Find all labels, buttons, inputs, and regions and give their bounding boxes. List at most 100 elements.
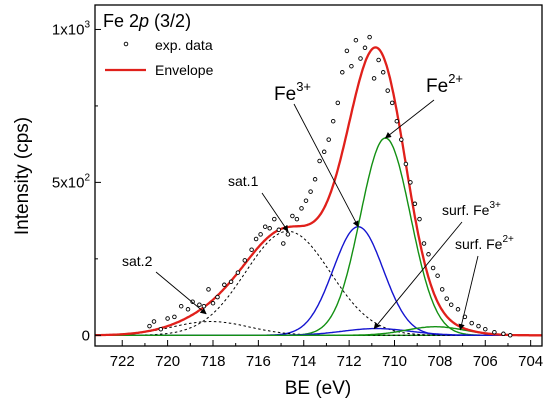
exp-data-point: [380, 70, 386, 75]
exp-data-point: [371, 76, 377, 81]
exp-data-points: [147, 34, 513, 338]
exp-data-point: [312, 177, 318, 182]
exp-data-point: [344, 48, 350, 54]
exp-data-point: [507, 333, 513, 338]
exp-data-point: [185, 307, 191, 312]
y-tick-label: 5x102: [52, 172, 91, 191]
exp-data-point: [299, 206, 304, 211]
exp-data-point: [294, 216, 300, 222]
exp-data-point: [403, 161, 409, 167]
y-axis-ticks: 0 5x102 1x103: [52, 19, 101, 344]
exp-data-point: [444, 296, 449, 301]
exp-data-point: [253, 236, 259, 242]
y-tick-label: 0: [82, 327, 90, 344]
exp-data-point: [362, 45, 368, 51]
label-sat2: sat.2: [122, 253, 153, 269]
exp-data-point: [435, 273, 440, 278]
exp-data-point: [394, 118, 400, 124]
exp-data-point: [197, 302, 202, 307]
label-surf-fe2: surf. Fe2+: [455, 234, 514, 252]
x-tick-label: 704: [518, 353, 543, 370]
label-surf-fe3: surf. Fe3+: [442, 200, 501, 218]
plot-frame: [94, 4, 543, 347]
exp-data-point: [190, 299, 195, 304]
exp-data-point: [165, 316, 170, 321]
exp-data-point: [267, 226, 272, 231]
exp-data-point: [492, 329, 497, 335]
exp-data-point: [206, 287, 211, 292]
exp-data-point: [367, 34, 372, 40]
exp-data-point: [476, 323, 481, 329]
exp-data-point: [158, 326, 164, 332]
exp-data-point: [222, 282, 227, 288]
x-axis-label: BE (eV): [285, 378, 352, 399]
label-fe2-peak: Fe2+: [426, 71, 463, 97]
exp-data-point: [376, 57, 381, 63]
annotation-arrow: [373, 221, 463, 330]
exp-data-point: [412, 201, 418, 207]
exp-data-point: [317, 158, 322, 164]
exp-data-point: [290, 213, 295, 219]
legend: exp. data Envelope: [105, 37, 214, 78]
exp-data-point: [249, 247, 254, 252]
label-fe3-peak: Fe3+: [274, 79, 311, 105]
x-tick-label: 714: [291, 353, 316, 370]
exp-data-point: [417, 216, 422, 222]
exp-data-point: [353, 37, 359, 43]
exp-data-point: [242, 258, 248, 263]
exp-data-point: [272, 216, 277, 222]
exp-data-point: [455, 307, 461, 312]
annotation-arrow: [155, 271, 207, 315]
exp-data-point: [210, 300, 216, 306]
exp-data-point: [426, 252, 431, 257]
x-tick-label: 708: [427, 353, 452, 370]
exp-data-point: [151, 319, 157, 324]
x-tick-label: 720: [155, 353, 180, 370]
exp-data-point: [235, 270, 241, 275]
exp-data-point: [215, 294, 220, 300]
x-tick-label: 722: [110, 353, 135, 370]
exp-data-point: [421, 241, 427, 246]
exp-data-point: [172, 314, 177, 320]
legend-marker-exp-data: [123, 41, 129, 47]
x-tick-label: 718: [200, 353, 225, 370]
exp-data-point: [469, 320, 474, 326]
envelope-line: [95, 46, 542, 337]
fit-curves: [95, 46, 542, 337]
annotation-arrow: [261, 192, 289, 232]
exp-data-point: [281, 241, 286, 246]
y-tick-label: 1x103: [52, 19, 91, 38]
exp-data-point: [340, 70, 345, 75]
annotation-arrow: [384, 99, 435, 139]
annotation-labels: Fe3+ Fe2+ sat.1 sat.2 surf. Fe3+ surf. F…: [122, 71, 514, 269]
legend-label-envelope: Envelope: [155, 62, 214, 78]
exp-data-point: [349, 63, 354, 69]
exp-data-point: [262, 224, 268, 229]
exp-data-point: [258, 232, 263, 237]
annotation-arrow: [458, 255, 479, 331]
chart-title: Fe 2p (3/2): [103, 11, 191, 31]
exp-data-point: [483, 326, 488, 332]
exp-data-point: [330, 118, 336, 124]
exp-data-point: [358, 56, 363, 61]
exp-data-point: [321, 149, 327, 155]
x-tick-label: 710: [382, 353, 407, 370]
exp-data-point: [335, 100, 341, 106]
label-sat1: sat.1: [228, 173, 259, 189]
exp-data-point: [408, 180, 413, 185]
exp-data-point: [326, 137, 331, 142]
exp-data-point: [389, 100, 395, 106]
exp-data-point: [430, 265, 436, 271]
exp-data-point: [228, 279, 234, 285]
exp-data-point: [501, 331, 506, 337]
x-tick-label: 706: [473, 353, 498, 370]
exp-data-point: [448, 302, 454, 307]
x-tick-label: 716: [246, 353, 271, 370]
annotation-arrows: [155, 99, 479, 331]
exp-data-point: [201, 303, 207, 309]
y-axis-label: Intensity (cps): [12, 117, 33, 235]
annotation-arrow: [293, 103, 359, 228]
exp-data-point: [276, 227, 282, 233]
exp-data-point: [303, 198, 309, 203]
